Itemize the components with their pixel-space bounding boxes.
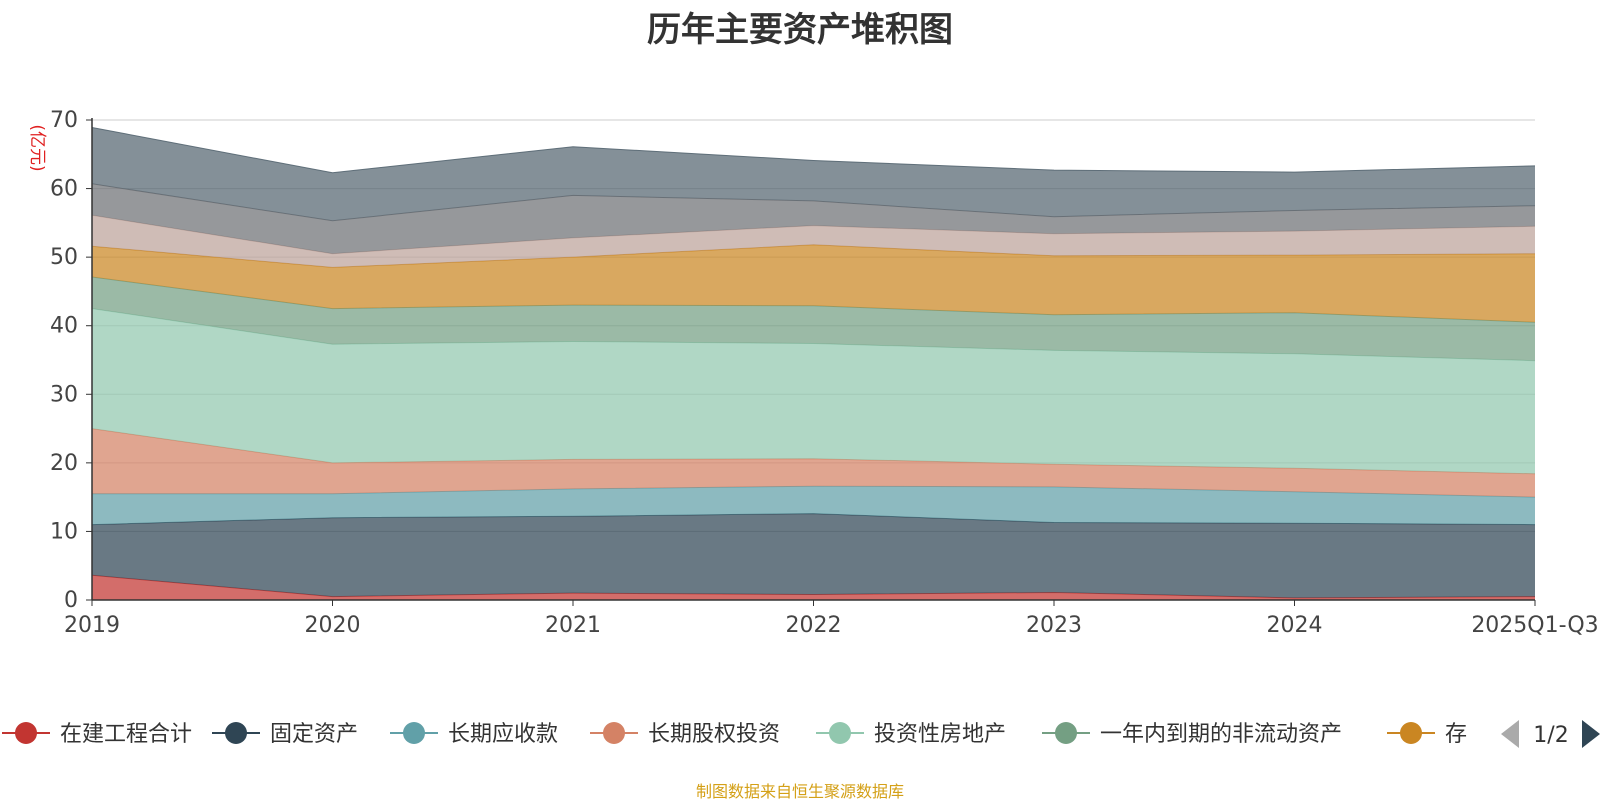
area-series-7 — [92, 244, 1535, 323]
x-tick-label: 2022 — [786, 613, 842, 638]
x-tick-label: 2025Q1-Q3 — [1471, 613, 1598, 638]
legend-item[interactable]: 长期应收款 — [390, 722, 558, 747]
y-tick-label: 20 — [50, 451, 78, 476]
y-tick-label: 70 — [50, 108, 78, 133]
legend-marker — [15, 722, 37, 744]
x-tick-label: 2023 — [1026, 613, 1082, 638]
area-series-6 — [92, 277, 1535, 361]
legend-item[interactable]: 存 — [1387, 722, 1467, 747]
x-tick-label: 2019 — [64, 613, 120, 638]
legend-marker — [403, 722, 425, 744]
x-tick-label: 2021 — [545, 613, 601, 638]
legend-item[interactable]: 长期股权投资 — [590, 722, 780, 747]
area-series-8 — [92, 215, 1535, 268]
y-tick-label: 40 — [50, 314, 78, 339]
legend-marker — [1055, 722, 1077, 744]
legend-label: 长期应收款 — [448, 722, 558, 747]
chart-title: 历年主要资产堆积图 — [647, 10, 953, 50]
area-series-9 — [92, 183, 1535, 254]
legend-marker — [829, 722, 851, 744]
series-line-10 — [91, 127, 1536, 174]
y-tick-label: 30 — [50, 382, 78, 407]
area-series-10 — [92, 127, 1535, 221]
y-tick-label: 0 — [64, 588, 78, 613]
legend-page-indicator: 1/2 — [1533, 723, 1568, 748]
legend-marker — [603, 722, 625, 744]
legend-item[interactable]: 固定资产 — [212, 722, 358, 747]
legend-marker — [1400, 722, 1422, 744]
legend-label: 一年内到期的非流动资产 — [1100, 722, 1342, 747]
legend-label: 投资性房地产 — [874, 722, 1006, 747]
area-series-5 — [92, 308, 1535, 474]
legend-label: 长期股权投资 — [648, 722, 780, 747]
y-tick-label: 50 — [50, 245, 78, 270]
area-series-3 — [92, 486, 1535, 525]
legend-item[interactable]: 在建工程合计 — [2, 722, 192, 747]
y-tick-label: 60 — [50, 177, 78, 202]
x-tick-label: 2024 — [1267, 613, 1323, 638]
legend-prev-page-icon[interactable] — [1501, 720, 1519, 748]
legend-marker — [225, 722, 247, 744]
x-tick-label: 2020 — [305, 613, 361, 638]
legend-item[interactable]: 一年内到期的非流动资产 — [1042, 722, 1342, 747]
legend-label: 在建工程合计 — [60, 722, 192, 747]
legend-next-page-icon[interactable] — [1582, 720, 1600, 748]
legend-label: 固定资产 — [270, 722, 358, 747]
legend-label: 存 — [1445, 722, 1467, 747]
legend-item[interactable]: 投资性房地产 — [816, 722, 1006, 747]
area-series-4 — [92, 428, 1535, 498]
data-source-note: 制图数据来自恒生聚源数据库 — [695, 782, 904, 801]
y-tick-label: 10 — [50, 519, 78, 544]
y-axis-unit-label: (亿元) — [27, 124, 47, 171]
area-series-2 — [92, 513, 1535, 598]
